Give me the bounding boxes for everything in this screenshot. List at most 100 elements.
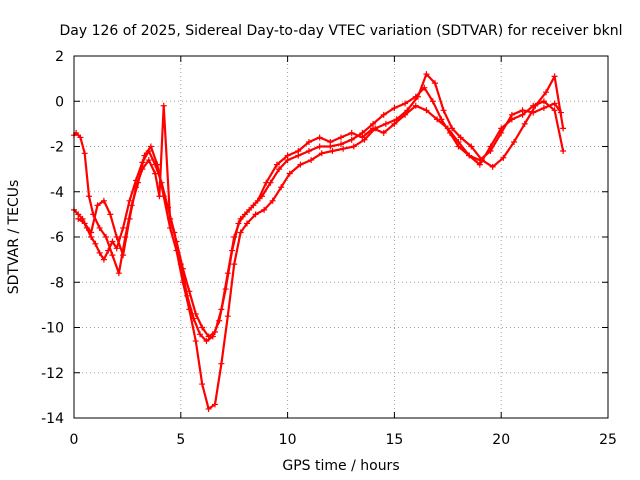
data-point <box>540 98 547 105</box>
y-tick-label: -10 <box>41 321 64 337</box>
data-point <box>511 138 518 145</box>
data-point <box>186 288 193 295</box>
data-point <box>431 80 438 87</box>
data-point <box>429 98 436 105</box>
data-point <box>414 93 421 100</box>
data-point <box>100 197 107 204</box>
data-point <box>141 152 148 159</box>
data-point <box>305 138 312 145</box>
data-point <box>246 206 253 213</box>
data-point <box>329 148 336 155</box>
data-point <box>77 134 84 141</box>
data-point <box>192 338 199 345</box>
y-tick-label: -12 <box>41 366 64 382</box>
data-point <box>254 197 261 204</box>
data-point <box>81 150 88 157</box>
data-point <box>199 324 206 331</box>
data-point <box>145 157 152 164</box>
data-point <box>107 211 114 218</box>
data-point <box>96 249 103 256</box>
data-point <box>126 197 133 204</box>
data-point <box>466 152 473 159</box>
data-point <box>455 138 462 145</box>
data-point <box>327 138 334 145</box>
data-point <box>500 154 507 161</box>
data-point <box>211 329 218 336</box>
data-point <box>530 102 537 109</box>
data-point <box>197 331 204 338</box>
y-tick-label: -2 <box>50 140 64 156</box>
series-line <box>72 72 565 410</box>
data-point <box>179 265 186 272</box>
data-point <box>154 161 161 168</box>
data-point <box>380 111 387 118</box>
data-point <box>402 111 409 118</box>
data-point <box>519 111 526 118</box>
data-point <box>276 166 283 173</box>
data-point <box>203 338 210 345</box>
data-point <box>551 73 558 80</box>
data-point <box>205 405 212 412</box>
data-point <box>81 220 88 227</box>
data-point <box>348 136 355 143</box>
data-point <box>359 134 366 141</box>
data-point <box>113 234 120 240</box>
data-point <box>423 107 430 114</box>
data-point <box>318 150 325 157</box>
data-point <box>273 161 280 168</box>
data-point <box>338 141 344 148</box>
data-point <box>543 89 550 96</box>
y-tick-label: -6 <box>50 230 64 246</box>
y-axis-label: SDTVAR / TECUs <box>6 180 22 295</box>
data-point <box>269 197 276 204</box>
x-tick-label: 15 <box>385 432 403 448</box>
data-point <box>156 193 163 200</box>
data-point <box>152 170 159 177</box>
data-point <box>340 145 347 152</box>
series-track-3 <box>75 98 567 340</box>
data-point <box>498 125 505 132</box>
data-point <box>75 215 82 222</box>
data-point <box>308 157 315 164</box>
data-point <box>521 120 528 127</box>
data-point <box>186 306 193 313</box>
data-point <box>295 148 302 155</box>
data-point <box>316 134 323 141</box>
data-point <box>211 401 218 408</box>
data-point <box>244 220 251 227</box>
data-point <box>94 202 101 209</box>
x-axis-label: GPS time / hours <box>282 458 399 474</box>
series-track-2 <box>71 71 567 412</box>
data-point <box>231 234 238 240</box>
data-point <box>167 215 174 222</box>
data-point <box>560 125 567 132</box>
data-point <box>338 134 344 141</box>
data-point <box>92 240 99 247</box>
x-tick-labels: 0 5 10 15 20 25 <box>70 432 617 448</box>
data-point <box>489 163 496 170</box>
data-point <box>551 107 558 114</box>
data-point <box>434 116 441 123</box>
data-point <box>139 166 146 173</box>
data-point <box>224 270 231 277</box>
series-track-1 <box>71 84 565 345</box>
data-point <box>85 193 92 200</box>
data-point <box>205 333 212 340</box>
data-point <box>147 143 154 150</box>
data-point <box>350 143 357 150</box>
data-point <box>412 102 419 109</box>
data-point <box>440 107 447 114</box>
x-tick-label: 20 <box>492 432 510 448</box>
data-point <box>218 306 225 313</box>
y-tick-label: -14 <box>41 411 64 427</box>
data-point <box>192 310 199 317</box>
data-point <box>348 129 355 136</box>
x-tick-label: 10 <box>279 432 297 448</box>
y-tick-label: 2 <box>55 49 64 65</box>
data-point <box>261 206 268 213</box>
data-point <box>160 102 167 109</box>
data-series <box>71 71 567 412</box>
y-tick-label: -4 <box>50 185 64 201</box>
data-point <box>218 360 225 367</box>
